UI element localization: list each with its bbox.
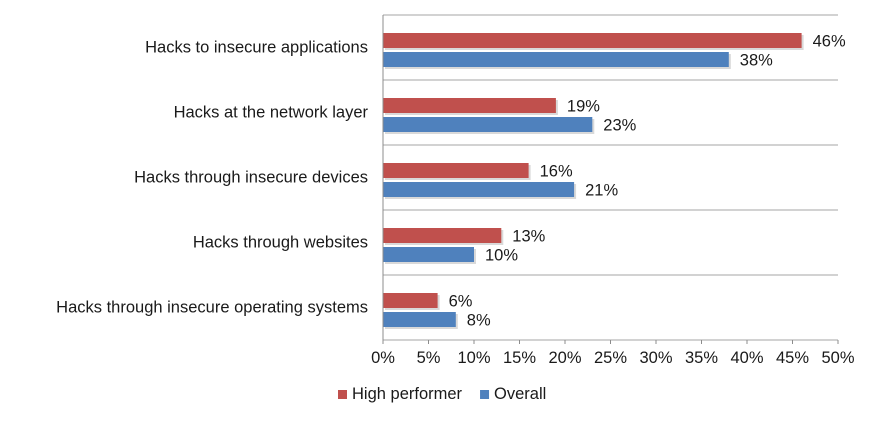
- data-label: 38%: [740, 52, 773, 70]
- bars: [383, 33, 804, 329]
- axes: [382, 15, 839, 344]
- x-tick-labels: 0% 5% 10% 15% 20% 25% 30% 35% 40% 45% 50%: [371, 349, 855, 367]
- data-label: 19%: [567, 98, 600, 116]
- bar-overall: [383, 182, 575, 197]
- x-tick-label: 0%: [371, 349, 395, 367]
- bar-high-performer: [383, 163, 529, 178]
- bar-overall: [383, 247, 474, 262]
- bar-high-performer: [383, 293, 438, 308]
- category-label: Hacks at the network layer: [174, 104, 369, 122]
- x-tick-label: 50%: [821, 349, 854, 367]
- legend-label: Overall: [494, 385, 546, 403]
- data-label: 8%: [467, 312, 491, 330]
- data-label: 10%: [485, 247, 518, 265]
- x-tick-label: 40%: [730, 349, 763, 367]
- bar-overall: [383, 52, 729, 67]
- x-tick-label: 30%: [639, 349, 672, 367]
- bar-high-performer: [383, 228, 502, 243]
- category-labels: Hacks to insecure applications Hacks at t…: [56, 39, 368, 317]
- legend-swatch: [480, 390, 490, 399]
- data-label: 6%: [449, 293, 473, 311]
- legend: High performer Overall: [338, 385, 546, 403]
- bar-high-performer: [383, 33, 802, 48]
- data-label: 21%: [585, 182, 618, 200]
- bar-overall: [383, 117, 593, 132]
- bar-high-performer: [383, 98, 556, 113]
- x-tick-label: 20%: [548, 349, 581, 367]
- data-label: 16%: [540, 163, 573, 181]
- data-labels: 46% 38% 19%23% 16% 21% 13%10% 6%8%: [449, 33, 846, 330]
- legend-swatch: [338, 390, 347, 399]
- x-tick-label: 5%: [417, 349, 441, 367]
- category-label: Hacks to insecure applications: [145, 39, 368, 57]
- x-tick-label: 15%: [503, 349, 536, 367]
- category-label: Hacks through websites: [193, 234, 368, 252]
- data-label: 46%: [813, 33, 846, 51]
- data-label: 23%: [603, 117, 636, 135]
- x-tick-label: 10%: [457, 349, 490, 367]
- data-label: 13%: [512, 228, 545, 246]
- category-label: Hacks through insecure devices: [134, 169, 368, 187]
- bar-overall: [383, 312, 456, 327]
- category-label: Hacks through insecure operating systems: [56, 299, 368, 317]
- x-tick-label: 25%: [594, 349, 627, 367]
- legend-label: High performer: [352, 385, 463, 403]
- x-tick-label: 45%: [776, 349, 809, 367]
- x-tick-label: 35%: [685, 349, 718, 367]
